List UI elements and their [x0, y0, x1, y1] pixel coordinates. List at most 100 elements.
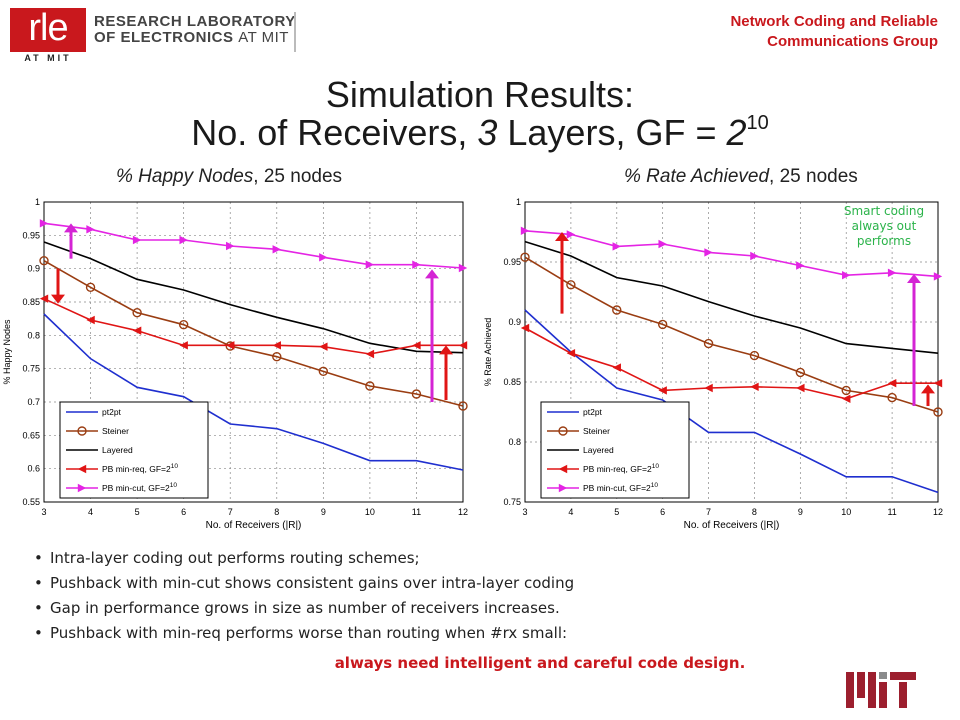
bullet-item: Pushback with min-cut shows consistent g… [34, 571, 914, 596]
data-point-mincut [520, 226, 530, 235]
bullet-item: Pushback with min-req performs worse tha… [34, 621, 914, 646]
data-point-mincut [86, 225, 95, 234]
y-tick-label: 1 [35, 197, 40, 207]
legend-marker-mincut [558, 483, 568, 493]
x-tick-label: 6 [181, 507, 186, 517]
data-point-mincut [412, 260, 421, 269]
data-point-minreq [86, 315, 95, 325]
group-name-line2: Communications Group [767, 33, 938, 50]
title-layers: 3 [477, 112, 498, 153]
data-point-minreq [750, 382, 759, 391]
data-point-mincut [658, 239, 667, 249]
lab-name-line2a: OF ELECTRONICS [94, 29, 234, 46]
bullet-item: Intra-layer coding out performs routing … [34, 546, 914, 571]
data-point-minreq [226, 341, 235, 350]
x-tick-label: 10 [841, 507, 851, 517]
data-point-mincut [704, 248, 713, 257]
legend-marker-mincut [77, 483, 87, 493]
conclusion-text: always need intelligent and careful code… [334, 654, 746, 672]
title-pre: No. of Receivers, [191, 112, 478, 153]
y-tick-label: 0.95 [22, 230, 40, 240]
data-point-steiner [657, 319, 668, 330]
x-tick-label: 5 [135, 507, 140, 517]
plot-border [524, 201, 939, 503]
slide-title-line2: No. of Receivers, 3 Layers, GF = 210 [0, 112, 960, 154]
title-mid: Layers, GF = [497, 112, 727, 153]
data-point-steiner [933, 407, 943, 417]
data-point-mincut [226, 241, 235, 251]
y-tick-label: 0.75 [22, 364, 40, 374]
rle-logo-mark: rle [10, 8, 86, 52]
data-point-minreq [612, 363, 621, 372]
data-point-mincut [272, 245, 281, 254]
data-point-mincut [179, 235, 188, 245]
x-tick-label: 12 [933, 507, 943, 517]
data-point-minreq [658, 386, 667, 395]
legend-label: pt2pt [102, 407, 122, 417]
y-tick-label: 0.6 [27, 464, 40, 474]
data-point-steiner [85, 282, 96, 293]
data-point-minreq [412, 341, 421, 350]
mit-logo [846, 672, 916, 708]
x-tick-label: 6 [660, 507, 665, 517]
slide-title-line1: Simulation Results: [325, 74, 635, 115]
data-point-steiner [365, 381, 375, 391]
data-point-mincut [132, 235, 142, 245]
y-tick-label: 0.75 [503, 497, 521, 507]
data-point-mincut [365, 260, 375, 269]
legend-label: Steiner [102, 426, 129, 436]
bullet-item: Gap in performance grows in size as numb… [34, 596, 914, 621]
data-point-steiner [411, 389, 422, 399]
data-point-mincut [842, 271, 851, 280]
x-tick-label: 7 [706, 507, 711, 517]
series-line-layered [524, 240, 939, 354]
data-point-minreq [365, 349, 375, 359]
series-line-minreq [524, 327, 938, 400]
legend-label-exponent: 10 [171, 463, 179, 470]
data-point-minreq [458, 341, 468, 350]
legend-label-exponent: 10 [652, 463, 660, 470]
series-line-pt2pt [43, 313, 464, 471]
legend-label: PB min-cut, GF=210 [583, 482, 658, 493]
x-tick-label: 12 [458, 507, 468, 517]
x-tick-label: 5 [614, 507, 619, 517]
x-tick-label: 8 [274, 507, 279, 517]
rle-logo: rle AT MIT RESEARCH LABORATORY OF ELECTR… [10, 8, 300, 64]
y-tick-label: 0.9 [27, 264, 40, 274]
series-line-mincut [43, 222, 464, 269]
x-tick-label: 10 [365, 507, 375, 517]
x-tick-label: 11 [887, 507, 896, 517]
data-point-mincut [39, 219, 49, 228]
x-axis-label: No. of Receivers (|R|) [684, 520, 780, 531]
left-chart-subtitle: % Happy Nodes, 25 nodes [116, 166, 342, 188]
data-point-mincut [458, 263, 468, 273]
left-subtitle-rest: , 25 nodes [253, 166, 343, 187]
series-line-pt2pt [524, 309, 939, 494]
data-point-mincut [750, 251, 759, 261]
y-tick-label: 0.55 [22, 497, 40, 507]
right-subtitle-italic: % Rate Achieved [624, 166, 770, 187]
x-tick-label: 3 [41, 507, 46, 517]
data-point-mincut [566, 230, 576, 239]
data-point-steiner [887, 392, 897, 403]
data-point-steiner [566, 280, 576, 290]
title-exp: 10 [746, 112, 769, 134]
y-axis-label: % Rate Achieved [483, 318, 493, 387]
group-name: Network Coding and Reliable Communicatio… [730, 12, 938, 52]
data-point-minreq [319, 342, 328, 351]
data-point-mincut [887, 268, 897, 277]
data-point-minreq [179, 341, 188, 350]
legend-label: Steiner [583, 426, 610, 436]
y-axis-label: % Happy Nodes [2, 319, 12, 385]
data-point-steiner [841, 385, 851, 396]
y-tick-label: 0.9 [508, 317, 521, 327]
y-tick-label: 0.65 [22, 430, 40, 440]
legend-label: PB min-req, GF=210 [102, 463, 178, 474]
series-line-minreq [43, 297, 463, 355]
legend-label-exponent: 10 [170, 482, 178, 489]
data-point-steiner [39, 255, 49, 266]
gap-arrow-minreq-end-head [921, 384, 935, 394]
gap-arrow-mincut-end-head [425, 269, 439, 279]
data-point-minreq [887, 379, 897, 388]
data-point-mincut [796, 261, 805, 270]
